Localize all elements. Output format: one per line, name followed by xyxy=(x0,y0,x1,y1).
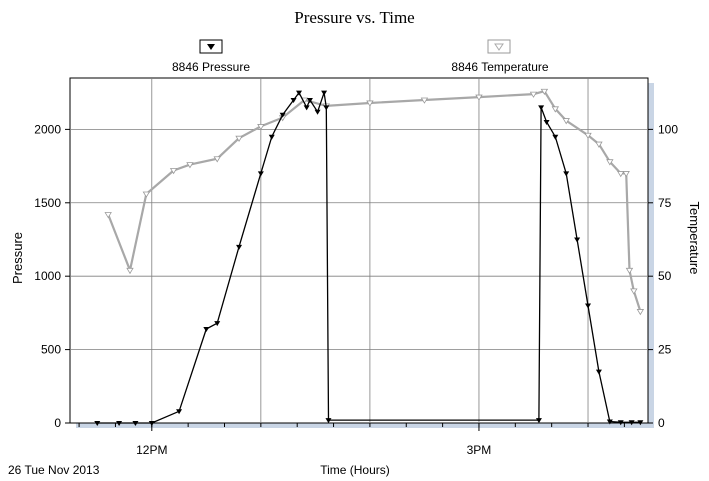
pressure-point xyxy=(279,112,286,118)
x-axis-label: Time (Hours) xyxy=(320,463,390,477)
pressure-point xyxy=(574,237,581,243)
y-right-tick-label: 75 xyxy=(658,196,672,210)
chart-title: Pressure vs. Time xyxy=(294,8,415,27)
legend-temperature-label: 8846 Temperature xyxy=(451,60,549,74)
y-left-tick-label: 0 xyxy=(54,416,61,430)
temperature-point xyxy=(104,212,112,219)
pressure-point xyxy=(303,105,310,111)
pressure-point xyxy=(296,90,303,96)
y-left-tick-label: 2000 xyxy=(34,122,61,136)
temperature-point xyxy=(606,159,614,166)
temperature-point xyxy=(142,191,151,198)
pressure-point xyxy=(306,98,313,104)
pressure-point xyxy=(257,171,264,177)
temperature-point xyxy=(622,171,630,178)
y-right-tick-label: 100 xyxy=(658,122,678,136)
y-axis-left-label: Pressure xyxy=(10,232,25,284)
pressure-point xyxy=(290,98,297,104)
temperature-point xyxy=(169,168,178,175)
temperature-point xyxy=(595,141,603,148)
temperature-point xyxy=(617,171,625,178)
tick-labels: 0 500 1000 1500 2000 0 25 50 75 100 12PM 3PM xyxy=(34,122,678,457)
y-right-tick-label: 50 xyxy=(658,269,672,283)
temperature-point xyxy=(186,162,194,169)
pressure-point xyxy=(214,321,221,327)
pressure-point xyxy=(538,105,545,111)
minor-ticks xyxy=(78,423,625,427)
pressure-point xyxy=(552,134,559,140)
pressure-point xyxy=(94,421,101,426)
temperature-point xyxy=(540,88,549,95)
temperature-point xyxy=(420,97,429,104)
temperature-point xyxy=(630,288,638,295)
temperature-point xyxy=(584,132,592,140)
pressure-point xyxy=(236,244,243,250)
temperature-point xyxy=(551,106,560,113)
pressure-point xyxy=(203,327,210,333)
pressure-point xyxy=(314,109,321,115)
pressure-point xyxy=(606,419,613,425)
temperature-point xyxy=(562,118,570,125)
temperature-point xyxy=(213,156,221,163)
pressure-point xyxy=(176,409,183,415)
pressure-point xyxy=(132,421,139,426)
pressure-series xyxy=(94,90,644,426)
pressure-point xyxy=(585,303,592,309)
legend: 8846 Pressure 8846 Temperature xyxy=(172,39,549,74)
temperature-point xyxy=(529,91,538,98)
pressure-point xyxy=(628,420,635,426)
y-left-tick-label: 500 xyxy=(41,343,61,357)
pressure-point xyxy=(543,120,550,126)
temperature-series xyxy=(104,88,645,316)
y-right-tick-label: 25 xyxy=(658,343,672,357)
temperature-point xyxy=(636,309,645,316)
legend-temperature-marker-icon xyxy=(494,43,504,51)
legend-pressure-marker-icon xyxy=(207,44,215,50)
pressure-point xyxy=(116,421,123,426)
y-left-tick-label: 1500 xyxy=(34,196,61,210)
y-right-tick-label: 0 xyxy=(658,416,665,430)
pressure-point xyxy=(617,420,624,426)
pressure-point xyxy=(321,90,328,96)
y-axis-right-label: Temperature xyxy=(687,202,702,275)
pressure-point xyxy=(563,171,570,177)
pressure-point xyxy=(323,105,330,111)
temperature-point xyxy=(235,135,243,142)
y-left-tick-label: 1000 xyxy=(34,269,61,283)
pressure-point xyxy=(268,134,275,140)
temperature-point xyxy=(625,267,634,275)
temperature-point xyxy=(475,94,483,101)
pressure-point xyxy=(535,418,542,424)
x-tick-label: 3PM xyxy=(467,443,492,457)
pressure-point xyxy=(637,420,644,426)
temperature-point xyxy=(257,124,265,131)
plot-area xyxy=(69,77,649,424)
temperature-point xyxy=(126,267,134,275)
date-label: 26 Tue Nov 2013 xyxy=(8,463,100,477)
legend-pressure-label: 8846 Pressure xyxy=(172,60,250,74)
x-tick-label: 12PM xyxy=(136,443,167,457)
pressure-point xyxy=(325,418,332,424)
pressure-point xyxy=(595,369,602,375)
temperature-point xyxy=(366,100,374,107)
